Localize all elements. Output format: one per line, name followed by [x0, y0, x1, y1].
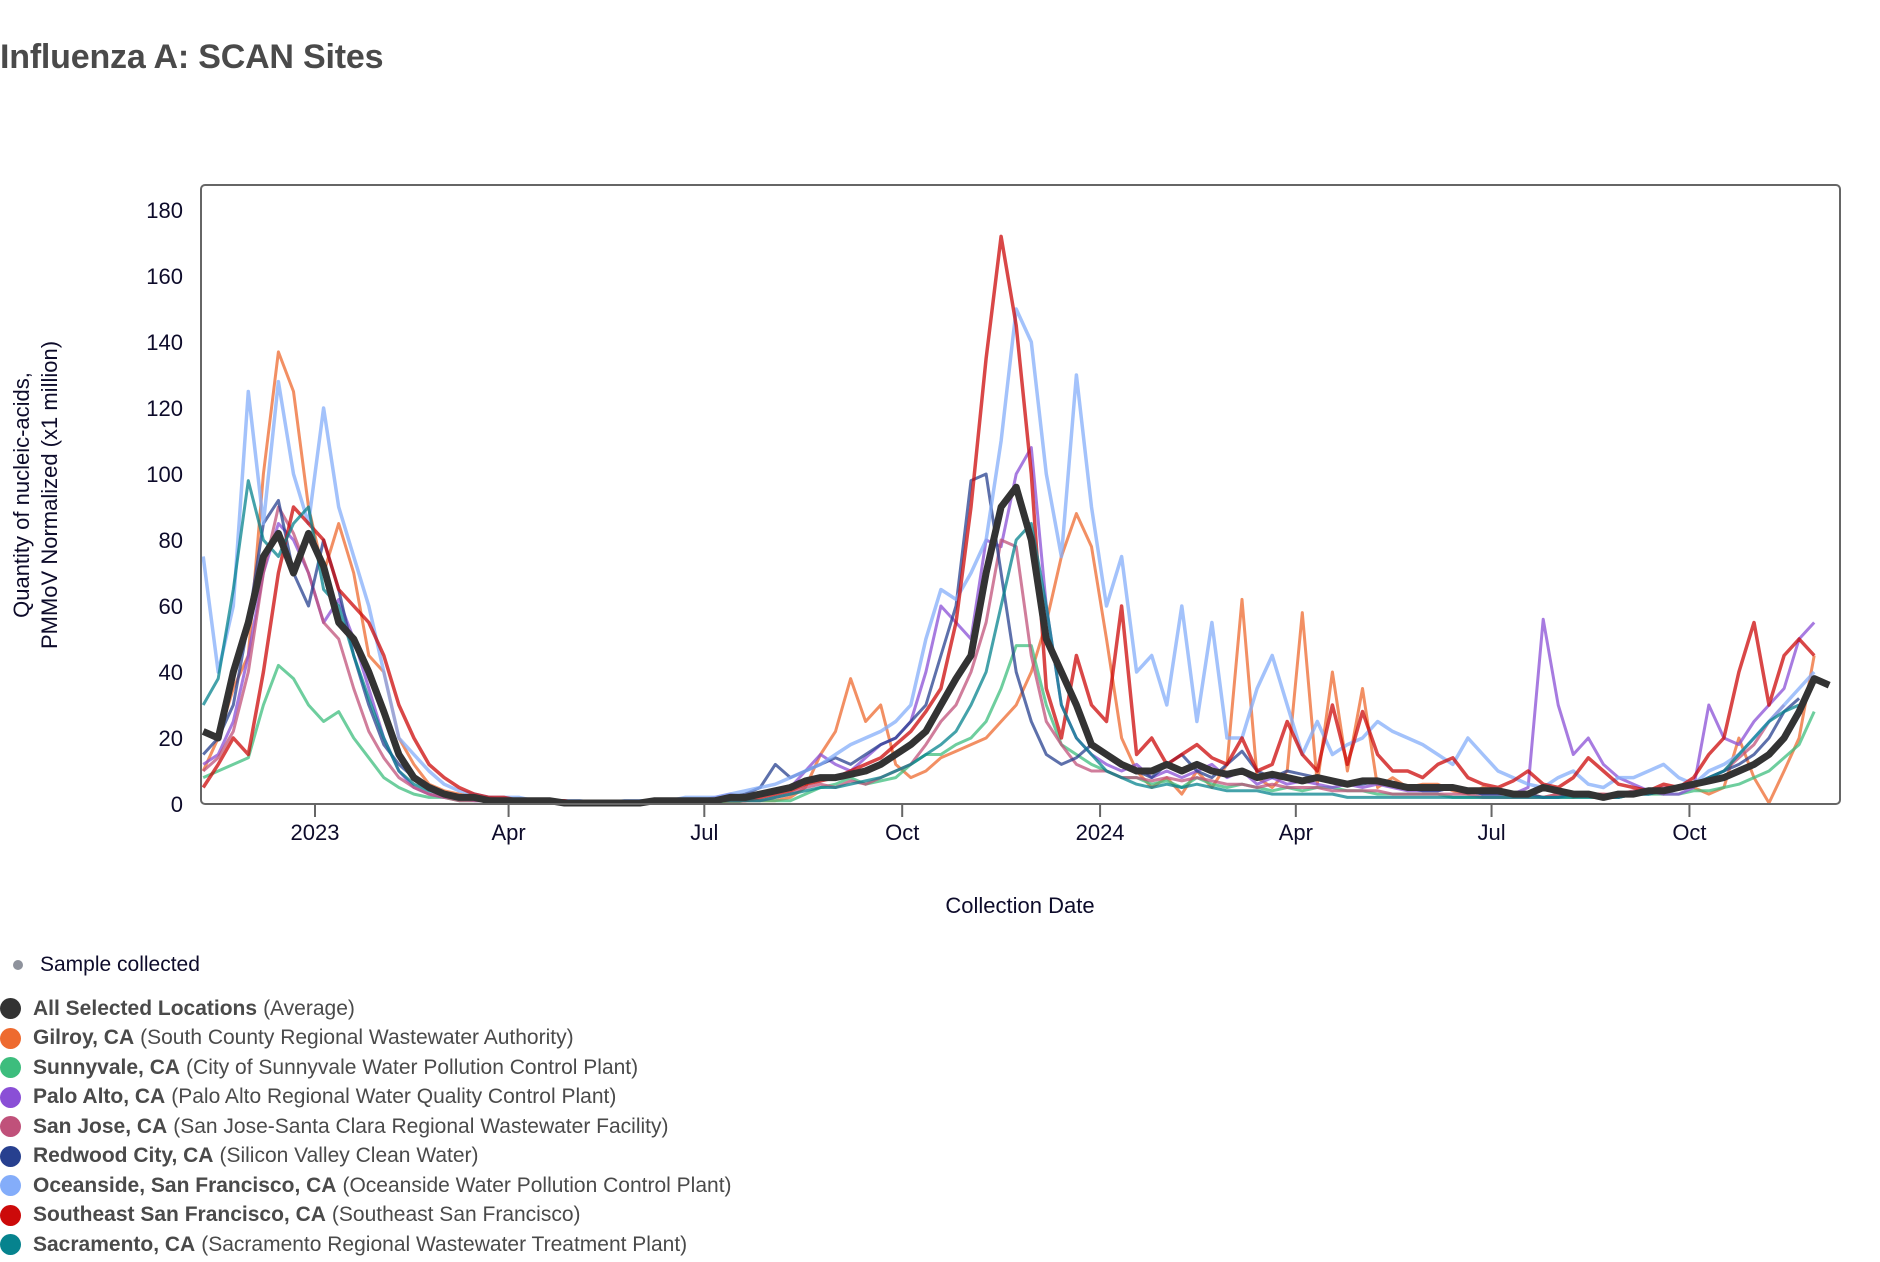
legend-item[interactable]: Gilroy, CA (South County Regional Wastewa… — [0, 1024, 732, 1054]
x-tick-label: 2023 — [291, 820, 340, 845]
legend-item-detail: (Silicon Valley Clean Water) — [219, 1144, 479, 1168]
legend-item[interactable]: Palo Alto, CA (Palo Alto Regional Water Q… — [0, 1083, 732, 1113]
y-axis: 0 20 40 60 80 100 120 140 160 180 — [146, 198, 183, 817]
series-line-oceanside-san-francisco-ca[interactable] — [201, 307, 1816, 805]
y-axis-title-line-2: PMMoV Normalized (x1 million) — [37, 341, 62, 649]
legend-item-detail: (Sacramento Regional Wastewater Treatmen… — [201, 1232, 688, 1256]
legend-color-dot-icon — [0, 1116, 21, 1138]
legend-item-detail: (Oceanside Water Pollution Control Plant… — [342, 1173, 732, 1197]
y-tick-label: 0 — [171, 792, 183, 817]
x-axis: 2023 Apr Jul Oct 2024 Apr Jul Oct — [291, 805, 1707, 845]
y-tick-label: 120 — [146, 396, 183, 421]
legend-item[interactable]: All Selected Locations (Average) — [0, 994, 732, 1024]
legend-item-name: Oceanside, San Francisco, CA — [33, 1173, 337, 1197]
legend-item-detail: (City of Sunnyvale Water Pollution Contr… — [186, 1055, 639, 1079]
legend-item[interactable]: Sunnyvale, CA (City of Sunnyvale Water Po… — [0, 1053, 732, 1083]
series-line-southeast-san-francisco-ca[interactable] — [201, 234, 1816, 805]
legend-item-name: Sacramento, CA — [33, 1232, 196, 1256]
legend-color-dot-icon — [0, 1086, 21, 1108]
legend-item-name: Southeast San Francisco, CA — [33, 1203, 326, 1227]
legend-item-name: San Jose, CA — [33, 1114, 168, 1138]
legend-item-name: Palo Alto, CA — [33, 1085, 166, 1109]
legend-item-detail: (Southeast San Francisco) — [331, 1203, 581, 1227]
x-axis-title: Collection Date — [945, 893, 1094, 918]
x-tick-label: Apr — [1279, 820, 1313, 845]
legend-item[interactable]: Southeast San Francisco, CA (Southeast Sa… — [0, 1201, 732, 1231]
legend-color-dot-icon — [0, 1027, 21, 1049]
series-line-redwood-city-ca[interactable] — [202, 472, 1801, 805]
y-tick-label: 80 — [159, 528, 183, 553]
legend-items: All Selected Locations (Average) Gilroy, C… — [0, 994, 732, 1260]
legend-item-detail: (San Jose-Santa Clara Regional Wastewate… — [173, 1114, 669, 1138]
series-line-sacramento-ca[interactable] — [201, 479, 1800, 805]
y-tick-label: 40 — [159, 660, 183, 685]
x-tick-label: Jul — [1477, 820, 1505, 845]
legend: Sample collected All Selected Locations(… — [0, 950, 732, 1260]
x-tick-label: 2024 — [1076, 820, 1125, 845]
series-lines — [201, 234, 1831, 807]
y-tick-label: 20 — [159, 726, 183, 751]
legend-item-name: Redwood City, CA — [33, 1144, 214, 1168]
x-tick-label: Oct — [1672, 820, 1706, 845]
plot-frame — [200, 184, 1841, 805]
legend-item-detail: (Average) — [263, 996, 355, 1020]
series-line-all-selected-locations[interactable] — [201, 483, 1831, 807]
x-tick-label: Jul — [690, 820, 718, 845]
legend-item[interactable]: Oceanside, San Francisco, CA (Oceanside W… — [0, 1171, 732, 1201]
x-tick-label: Oct — [885, 820, 919, 845]
legend-sample-label: Sample collected — [40, 953, 200, 976]
y-tick-label: 180 — [146, 198, 183, 223]
legend-item[interactable]: Sacramento, CA (Sacramento Regional Waste… — [0, 1230, 732, 1260]
legend-color-dot-icon — [0, 1057, 21, 1079]
legend-color-dot-icon — [0, 998, 21, 1020]
y-axis-title-line-1: Quantity of nucleic-acids, — [9, 372, 34, 618]
legend-color-dot-icon — [0, 1204, 21, 1226]
legend-color-dot-icon — [0, 1145, 21, 1167]
legend-item[interactable]: San Jose, CA (San Jose-Santa Clara Region… — [0, 1112, 732, 1142]
page-title: Influenza A: SCAN Sites — [0, 38, 384, 76]
legend-sample-collected: Sample collected — [0, 950, 732, 980]
sample-dot-icon — [13, 960, 23, 970]
y-tick-label: 100 — [146, 462, 183, 487]
x-tick-label: Apr — [491, 820, 525, 845]
legend-color-dot-icon — [0, 1175, 21, 1197]
y-tick-label: 160 — [146, 264, 183, 289]
legend-item-name: Sunnyvale, CA — [33, 1055, 181, 1079]
legend-item-detail: (South County Regional Wastewater Author… — [140, 1026, 574, 1050]
legend-item-name: Gilroy, CA — [33, 1026, 135, 1050]
legend-color-dot-icon — [0, 1234, 21, 1256]
legend-item[interactable]: Redwood City, CA (Silicon Valley Clean Wa… — [0, 1142, 732, 1172]
legend-item-name: All Selected Locations — [33, 996, 258, 1020]
y-tick-label: 60 — [159, 594, 183, 619]
y-tick-label: 140 — [146, 330, 183, 355]
legend-item-detail: (Palo Alto Regional Water Quality Contro… — [171, 1085, 617, 1109]
